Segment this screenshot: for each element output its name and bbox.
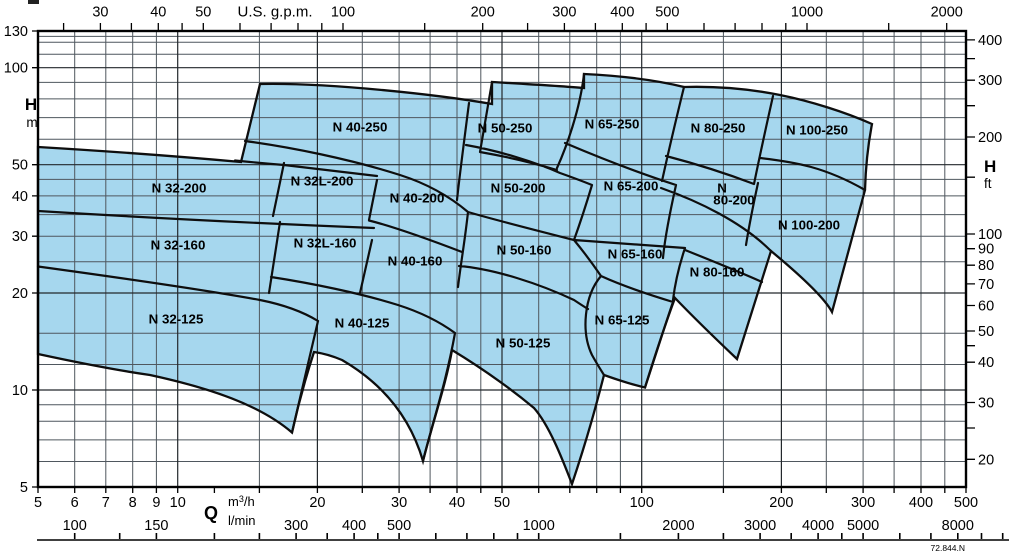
svg-text:300: 300 — [552, 5, 576, 21]
svg-text:N 32-160: N 32-160 — [151, 238, 206, 253]
svg-text:H: H — [984, 157, 996, 176]
svg-text:100: 100 — [331, 5, 355, 21]
svg-text:5000: 5000 — [847, 518, 879, 534]
svg-text:40: 40 — [978, 355, 994, 371]
svg-text:N 80-160: N 80-160 — [690, 265, 745, 280]
svg-text:N 40-250: N 40-250 — [333, 120, 388, 135]
svg-text:50: 50 — [195, 5, 211, 21]
svg-text:50: 50 — [12, 158, 28, 174]
svg-text:4000: 4000 — [802, 518, 834, 534]
svg-text:8: 8 — [129, 495, 137, 511]
svg-text:N 50-200: N 50-200 — [491, 181, 546, 196]
svg-text:N 100-200: N 100-200 — [778, 218, 840, 233]
svg-text:300: 300 — [284, 518, 308, 534]
svg-text:400: 400 — [610, 5, 634, 21]
svg-text:20: 20 — [978, 452, 994, 468]
svg-text:l/min: l/min — [228, 513, 255, 528]
svg-text:300: 300 — [851, 495, 875, 511]
svg-text:6: 6 — [71, 495, 79, 511]
svg-text:N 50-160: N 50-160 — [497, 243, 552, 258]
svg-text:U.S. g.p.m.: U.S. g.p.m. — [237, 4, 312, 21]
svg-text:5: 5 — [20, 480, 28, 496]
svg-text:N 100-250: N 100-250 — [786, 123, 848, 138]
svg-text:500: 500 — [655, 5, 679, 21]
svg-text:40: 40 — [150, 5, 166, 21]
svg-text:150: 150 — [144, 518, 168, 534]
svg-text:200: 200 — [471, 5, 495, 21]
svg-text:N 50-125: N 50-125 — [496, 336, 551, 351]
svg-text:50: 50 — [978, 324, 994, 340]
svg-text:5: 5 — [34, 495, 42, 511]
svg-text:N 65-160: N 65-160 — [608, 247, 663, 262]
svg-text:30: 30 — [978, 396, 994, 412]
svg-text:N 40-125: N 40-125 — [335, 316, 390, 331]
svg-text:30: 30 — [391, 495, 407, 511]
svg-text:N 32-200: N 32-200 — [152, 181, 207, 196]
svg-text:ft: ft — [984, 176, 992, 191]
svg-text:80-200: 80-200 — [713, 193, 754, 208]
svg-text:N 32L-160: N 32L-160 — [294, 236, 357, 251]
svg-text:8000: 8000 — [942, 518, 974, 534]
svg-text:90: 90 — [978, 242, 994, 258]
svg-text:3000: 3000 — [744, 518, 776, 534]
svg-text:100: 100 — [978, 227, 1002, 243]
svg-text:200: 200 — [978, 130, 1002, 146]
svg-text:400: 400 — [342, 518, 366, 534]
svg-text:N 80-250: N 80-250 — [691, 121, 746, 136]
svg-text:1000: 1000 — [791, 5, 823, 21]
svg-text:40: 40 — [449, 495, 465, 511]
svg-text:N 50-250: N 50-250 — [478, 121, 533, 136]
svg-text:2000: 2000 — [931, 5, 963, 21]
svg-text:N 65-250: N 65-250 — [585, 117, 640, 132]
svg-text:10: 10 — [12, 383, 28, 399]
svg-text:100: 100 — [63, 518, 87, 534]
svg-text:20: 20 — [309, 495, 325, 511]
svg-text:200: 200 — [769, 495, 793, 511]
svg-text:m: m — [26, 115, 37, 130]
svg-text:Q: Q — [204, 503, 218, 523]
svg-text:1000: 1000 — [523, 518, 555, 534]
svg-text:N 65-200: N 65-200 — [604, 179, 659, 194]
svg-text:400: 400 — [978, 33, 1002, 49]
svg-text:100: 100 — [630, 495, 654, 511]
svg-text:30: 30 — [92, 5, 108, 21]
svg-text:N 40-200: N 40-200 — [390, 191, 445, 206]
svg-text:N 32L-200: N 32L-200 — [291, 174, 354, 189]
svg-text:400: 400 — [909, 495, 933, 511]
svg-text:50: 50 — [494, 495, 510, 511]
svg-text:500: 500 — [954, 495, 978, 511]
svg-text:2000: 2000 — [662, 518, 694, 534]
svg-text:7: 7 — [102, 495, 110, 511]
svg-text:100: 100 — [4, 61, 28, 77]
svg-text:80: 80 — [978, 258, 994, 274]
svg-text:40: 40 — [12, 189, 28, 205]
svg-text:500: 500 — [387, 518, 411, 534]
svg-text:H: H — [25, 95, 37, 114]
svg-text:10: 10 — [170, 495, 186, 511]
svg-text:N: N — [717, 181, 727, 196]
svg-text:N 40-160: N 40-160 — [388, 254, 443, 269]
svg-text:300: 300 — [978, 73, 1002, 89]
svg-text:9: 9 — [152, 495, 160, 511]
svg-text:70: 70 — [978, 277, 994, 293]
svg-text:130: 130 — [4, 24, 28, 40]
svg-text:60: 60 — [978, 299, 994, 315]
svg-text:20: 20 — [12, 286, 28, 302]
svg-text:m3/h: m3/h — [228, 494, 255, 509]
svg-text:72.844.N: 72.844.N — [931, 543, 966, 553]
svg-text:N 32-125: N 32-125 — [149, 312, 204, 327]
svg-text:30: 30 — [12, 229, 28, 245]
svg-text:N 65-125: N 65-125 — [595, 313, 650, 328]
